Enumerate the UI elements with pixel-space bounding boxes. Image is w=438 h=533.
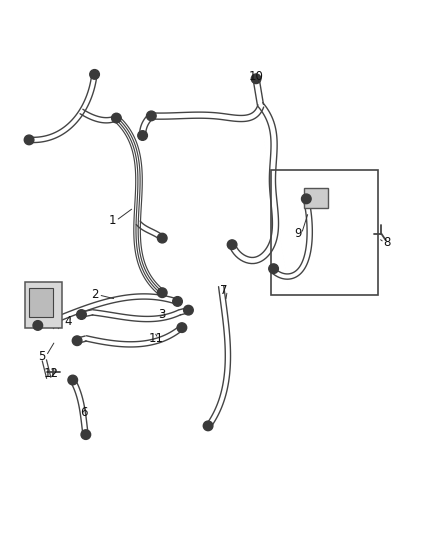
Circle shape [203,421,213,431]
Circle shape [184,305,193,315]
Text: 1: 1 [108,214,116,227]
Circle shape [147,111,156,120]
Text: 7: 7 [219,284,227,297]
Circle shape [77,310,86,319]
Circle shape [90,70,99,79]
Text: 9: 9 [294,227,301,240]
Text: 3: 3 [159,308,166,321]
Text: 4: 4 [65,314,72,328]
Text: 12: 12 [43,367,58,380]
Circle shape [68,375,78,385]
Circle shape [112,113,121,123]
Bar [304,188,328,207]
Circle shape [24,135,34,144]
Text: 11: 11 [148,332,163,345]
Circle shape [177,323,187,333]
Circle shape [301,194,311,204]
Circle shape [157,288,167,297]
Circle shape [173,297,182,306]
Bar [272,171,378,295]
Circle shape [251,74,261,84]
Text: 10: 10 [249,70,264,83]
Circle shape [269,264,279,273]
Text: 8: 8 [383,236,391,249]
Circle shape [138,131,148,140]
Bar [25,282,62,328]
Text: 6: 6 [80,406,88,419]
Circle shape [157,233,167,243]
Bar [29,288,53,317]
Circle shape [33,321,42,330]
Circle shape [72,336,82,345]
Circle shape [227,240,237,249]
Circle shape [81,430,91,439]
Text: 2: 2 [91,288,98,301]
Text: 5: 5 [39,350,46,362]
